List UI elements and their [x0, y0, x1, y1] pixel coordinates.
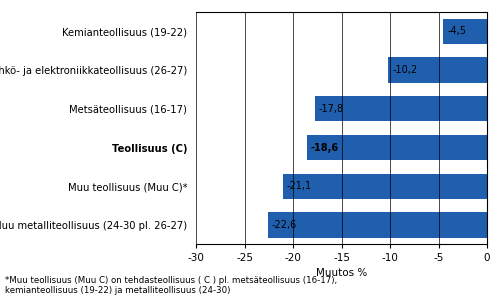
- Bar: [315, 96, 487, 121]
- Bar: [268, 212, 487, 238]
- Text: *Muu teollisuus (Muu C) on tehdasteollisuus ( C ) pl. metsäteollisuus (16-17),
k: *Muu teollisuus (Muu C) on tehdasteollis…: [5, 276, 337, 295]
- Text: -18,6: -18,6: [311, 142, 339, 153]
- Bar: [307, 135, 487, 160]
- Bar: [443, 19, 487, 44]
- Text: -10,2: -10,2: [392, 65, 417, 75]
- Bar: [388, 58, 487, 83]
- Text: -22,6: -22,6: [272, 220, 297, 230]
- Bar: [283, 174, 487, 199]
- Text: -17,8: -17,8: [319, 104, 343, 114]
- Text: -21,1: -21,1: [286, 181, 312, 191]
- X-axis label: Muutos %: Muutos %: [316, 268, 367, 277]
- Text: -4,5: -4,5: [447, 26, 466, 36]
